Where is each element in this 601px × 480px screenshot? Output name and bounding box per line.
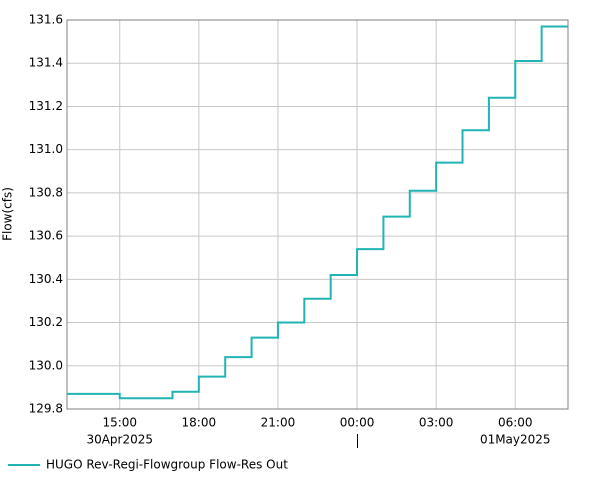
x-tick-label: 00:00 [340, 416, 375, 430]
data-line [67, 25, 568, 400]
y-tick-label: 130.8 [29, 185, 63, 199]
y-tick-label: 130.6 [29, 229, 63, 243]
date-label: 30Apr2025 [86, 433, 153, 447]
y-tick-label: 130.0 [29, 358, 63, 372]
x-tick-label: 21:00 [261, 416, 296, 430]
y-tick-label: 129.8 [29, 402, 63, 416]
y-axis-label: Flow(cfs) [1, 187, 15, 241]
y-tick-label: 131.0 [29, 142, 63, 156]
legend-label: HUGO Rev-Regi-Flowgroup Flow-Res Out [46, 458, 288, 472]
x-tick-label: 18:00 [182, 416, 217, 430]
y-tick-label: 131.6 [29, 13, 63, 27]
x-tick-label: 15:00 [102, 416, 137, 430]
y-tick-label: 131.4 [29, 56, 63, 70]
plot-frame [66, 19, 569, 410]
x-tick-label: 03:00 [419, 416, 454, 430]
y-tick-label: 130.4 [29, 272, 63, 286]
y-tick-label: 131.2 [29, 99, 63, 113]
date-label: 01May2025 [480, 433, 551, 447]
x-tick-label: 06:00 [498, 416, 533, 430]
y-tick-label: 130.2 [29, 315, 63, 329]
